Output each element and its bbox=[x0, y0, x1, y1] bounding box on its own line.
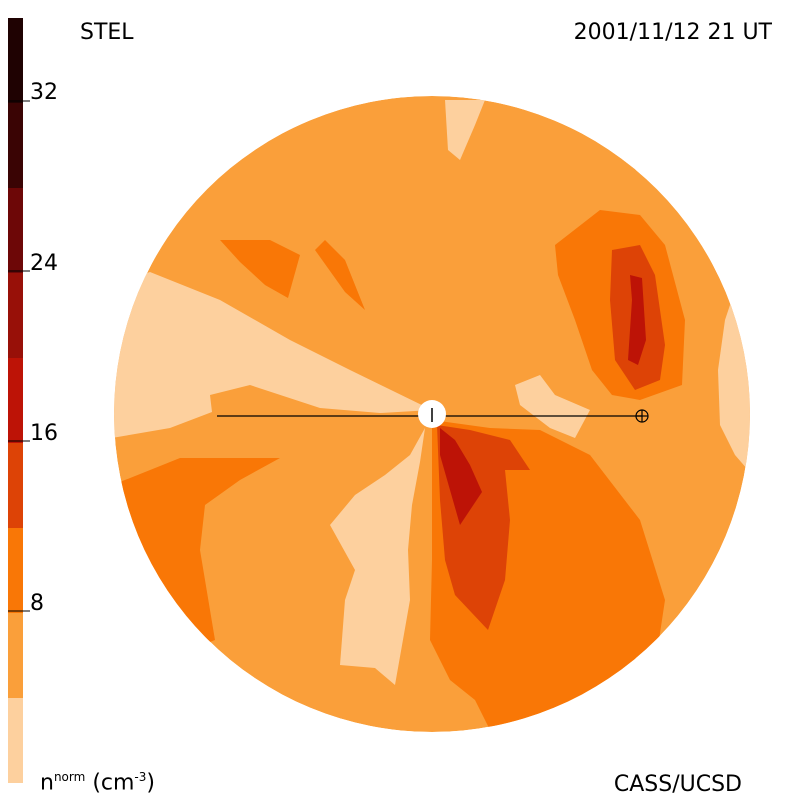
units-close: ) bbox=[146, 770, 155, 796]
colorbar-band-1 bbox=[8, 103, 23, 188]
tick-label-24: 24 bbox=[30, 251, 58, 276]
colorbar-units-label: nnorm (cm-3) bbox=[40, 770, 155, 795]
contour-light-left-wedge bbox=[114, 272, 432, 440]
credit-label: CASS/UCSD bbox=[613, 772, 742, 797]
colorbar-band-2 bbox=[8, 188, 23, 273]
colorbar-band-5 bbox=[8, 443, 23, 528]
colorbar-band-0 bbox=[8, 18, 23, 103]
colorbar-band-8 bbox=[8, 698, 23, 783]
contour-mid-north-center bbox=[315, 240, 365, 310]
tick-label-8: 8 bbox=[30, 591, 44, 616]
units-unit-sup: -3 bbox=[134, 770, 147, 784]
colorbar-band-3 bbox=[8, 273, 23, 358]
units-main: n bbox=[40, 770, 54, 796]
contour-light-top bbox=[445, 100, 485, 160]
units-unit: (cm bbox=[92, 770, 135, 796]
colorbar-band-7 bbox=[8, 613, 23, 698]
colorbar-band-4 bbox=[8, 358, 23, 443]
contour-light-east-blob bbox=[515, 375, 590, 438]
units-sup: norm bbox=[53, 770, 86, 784]
contour-mid-north-left bbox=[220, 240, 300, 298]
station-label: STEL bbox=[80, 20, 134, 45]
tick-label-16: 16 bbox=[30, 421, 58, 446]
colorbar-band-6 bbox=[8, 528, 23, 613]
contour-light-south-stem bbox=[330, 428, 425, 685]
contour-red-northeast bbox=[628, 275, 646, 365]
colorbar-ticks bbox=[8, 100, 30, 612]
tick-label-32: 32 bbox=[30, 80, 58, 105]
datetime-label: 2001/11/12 21 UT bbox=[573, 20, 772, 45]
colorbar bbox=[8, 18, 23, 783]
contour-red-south bbox=[440, 428, 482, 525]
